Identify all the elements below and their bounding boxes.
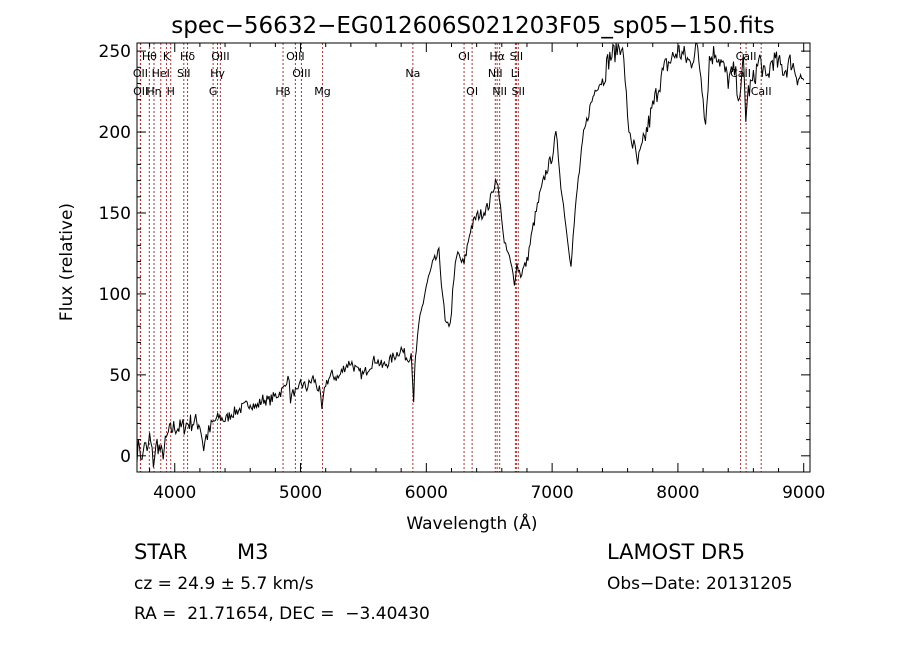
line-label: HeI (152, 67, 170, 80)
line-label: OIII (211, 50, 229, 63)
y-axis-label: Flux (relative) (57, 203, 77, 321)
plot-frame (136, 42, 811, 473)
object-subclass: M3 (237, 540, 269, 564)
line-label: CaII (730, 67, 751, 80)
x-tick-label: 7000 (530, 483, 573, 503)
x-tick-label: 5000 (279, 483, 322, 503)
line-label: SII (512, 85, 525, 98)
y-tick-label: 0 (120, 447, 131, 467)
y-tick-label: 150 (99, 204, 131, 224)
line-label: Na (405, 67, 420, 80)
line-label: SII (510, 50, 523, 63)
line-label: OIII (292, 67, 310, 80)
line-label: G (209, 85, 218, 98)
line-label: CaII (751, 85, 772, 98)
line-label: H (167, 85, 175, 98)
coordinates: RA = 21.71654, DEC = −3.40430 (134, 604, 430, 624)
line-label: NII (492, 85, 507, 98)
x-tick-label: 8000 (656, 483, 699, 503)
line-label: OI (458, 50, 470, 63)
line-label: Hβ (275, 85, 290, 98)
observation-date: Obs−Date: 20131205 (607, 574, 793, 594)
line-label: CaII (736, 50, 757, 63)
x-axis-label: Wavelength (Å) (406, 512, 537, 534)
emission-line-labels: Hθ K Hδ OIII OIII OI Hα SII CaII OII HeI SII Hγ OIII N… (133, 50, 772, 98)
line-label: K (163, 50, 171, 63)
line-label: Hθ (142, 50, 157, 63)
line-label: Hγ (210, 67, 225, 80)
emission-line-markers (139, 43, 762, 472)
redshift-cz: cz = 24.9 ± 5.7 km/s (134, 574, 314, 594)
line-label: SII (177, 67, 190, 80)
chart-title: spec−56632−EG012606S021203F05_sp05−150.f… (171, 13, 774, 39)
y-tick-label: 250 (99, 42, 131, 62)
line-label: Hδ (180, 50, 195, 63)
line-label: OIII (286, 50, 304, 63)
x-axis: 4000 5000 6000 7000 8000 9000 (149, 43, 825, 503)
line-label: Mg (314, 85, 330, 98)
y-tick-label: 50 (109, 366, 131, 386)
survey-name: LAMOST DR5 (607, 540, 746, 564)
line-label: OI (466, 85, 478, 98)
line-label: Hα (489, 50, 505, 63)
y-tick-label: 200 (99, 123, 131, 143)
line-label: Hη (146, 85, 161, 98)
spectrum-line (137, 43, 805, 468)
object-class: STAR (134, 540, 188, 564)
line-label: NII (488, 67, 503, 80)
y-axis: 0 50 100 150 200 250 (99, 42, 810, 473)
y-tick-label: 100 (99, 285, 131, 305)
x-tick-label: 6000 (405, 483, 448, 503)
line-label: Li (511, 67, 520, 80)
x-tick-label: 4000 (153, 483, 196, 503)
x-tick-label: 9000 (782, 483, 825, 503)
line-label: OII (133, 67, 148, 80)
